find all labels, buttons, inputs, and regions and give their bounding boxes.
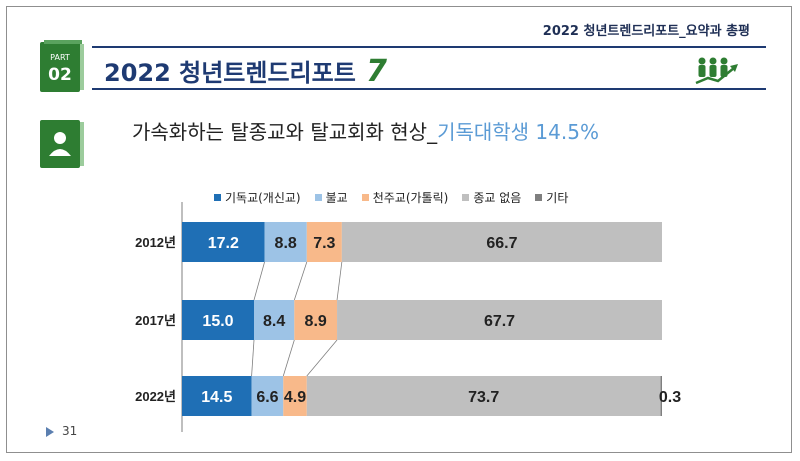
stacked-bar-chart: 17.2 8.8 7.3 66.7 2012년 15.0 8.4 8.9 67.7 2017년 14… [135, 202, 681, 432]
people-growth-icon [695, 57, 738, 85]
page-indicator: 31 [46, 424, 77, 438]
legend-item: 기타 [535, 189, 568, 206]
bar-segment [182, 222, 265, 262]
page-title: 2022 청년트렌드리포트 7 [104, 53, 387, 89]
person-book-icon [40, 120, 84, 168]
legend-label: 불교 [325, 191, 348, 205]
legend-swatch [314, 194, 322, 201]
data-label: 0.3 [659, 389, 681, 406]
title-bar: 2022 청년트렌드리포트 7 [92, 46, 766, 90]
connector-line [251, 339, 255, 377]
data-label: 4.9 [284, 389, 306, 406]
legend-swatch [361, 194, 369, 201]
chart-legend: 기독교(개신교) 불교 천주교(가톨릭) 종교 없음 기타 [214, 189, 568, 206]
report-tag: 2022 청년트렌드리포트_요약과 총평 [542, 24, 750, 39]
bar-segment [306, 376, 661, 416]
legend-swatch [214, 194, 221, 201]
bar-segment [294, 300, 338, 340]
data-label: 73.7 [468, 389, 499, 406]
legend-label: 기독교(개신교) [225, 191, 301, 205]
part-label: PART [50, 53, 70, 62]
data-label: 14.5 [201, 389, 232, 406]
bar-segment [306, 222, 342, 262]
bar-segment [337, 300, 662, 340]
page-title-text: 2022 청년트렌드리포트 [104, 59, 356, 87]
data-label: 8.4 [263, 313, 285, 330]
subtitle-main: 가속화하는 탈종교와 탈교회화 현상_ [132, 120, 438, 144]
legend-item: 종교 없음 [462, 189, 521, 206]
legend-item: 천주교(가톨릭) [361, 189, 449, 206]
page-arrow-icon [46, 426, 54, 437]
bar-segment [251, 376, 284, 416]
bar-segment [254, 300, 295, 340]
legend-item: 불교 [314, 189, 348, 206]
legend-swatch [462, 194, 470, 201]
bar-segment [283, 376, 307, 416]
subtitle-highlight: 기독대학생 14.5% [437, 120, 599, 144]
data-label: 17.2 [208, 235, 239, 252]
category-label: 2012년 [135, 235, 176, 250]
part-number: 02 [48, 65, 72, 85]
data-label: 7.3 [313, 235, 335, 252]
legend-label: 기타 [546, 191, 569, 205]
data-label: 67.7 [484, 313, 515, 330]
data-label: 8.8 [275, 235, 297, 252]
chart-subtitle: 가속화하는 탈종교와 탈교회화 현상_기독대학생 14.5% [132, 116, 599, 145]
connector-line [253, 261, 265, 301]
bar-segment [660, 376, 662, 416]
bar-segment [341, 222, 662, 262]
bar-segment [182, 300, 254, 340]
bar-segment [264, 222, 307, 262]
legend-item: 기독교(개신교) [214, 189, 301, 206]
data-label: 8.9 [305, 313, 327, 330]
page-title-number: 7 [366, 54, 388, 89]
page-number: 31 [62, 424, 78, 438]
connector-line [306, 339, 338, 377]
connector-line [293, 261, 308, 301]
data-label: 15.0 [202, 313, 233, 330]
data-label: 6.6 [256, 389, 278, 406]
category-label: 2022년 [135, 389, 176, 404]
legend-label: 종교 없음 [473, 191, 522, 205]
category-label: 2017년 [135, 313, 176, 328]
data-label: 66.7 [486, 235, 517, 252]
legend-swatch [535, 194, 543, 201]
legend-label: 천주교(가톨릭) [372, 191, 449, 205]
connector-line [336, 261, 343, 301]
bar-segment [182, 376, 252, 416]
part-book-icon: PART 02 [40, 40, 84, 92]
connector-line [282, 339, 295, 377]
